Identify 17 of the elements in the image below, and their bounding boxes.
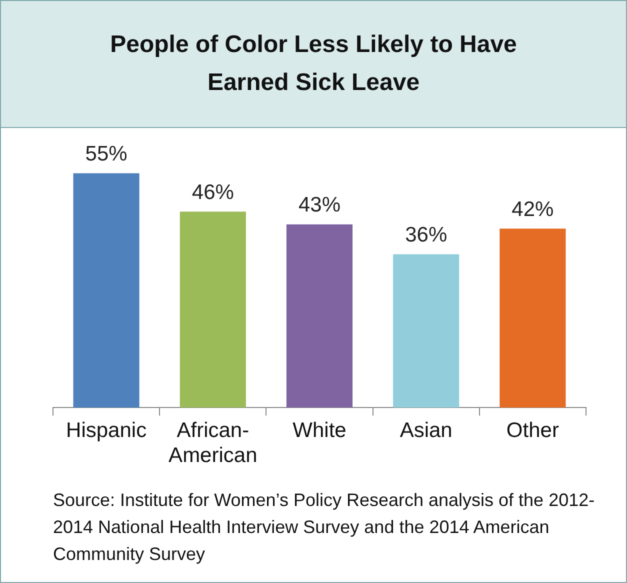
data-label: 36% [405,224,448,247]
x-tick-label: Other [506,418,559,442]
x-tick-label: Hispanic [66,418,147,442]
data-label: 55% [85,142,128,166]
chart-title: People of Color Less Likely to Have Earned Sick Leave [1,1,626,128]
bar [180,212,246,408]
x-tick-label: Asian [400,418,452,442]
bar [500,228,566,408]
data-label: 42% [512,198,554,221]
data-label: 43% [298,194,341,217]
bar [73,173,140,408]
bar [286,224,353,408]
x-tick-label: White [292,418,346,442]
bar [393,254,460,408]
source-note: Source: Institute for Women’s Policy Research analysis of the 2012-2014 National Health Interview Survey and the 2014 American Community Survey [53,489,596,566]
x-tick-label: African-American [168,418,258,468]
data-label: 46% [192,180,234,204]
